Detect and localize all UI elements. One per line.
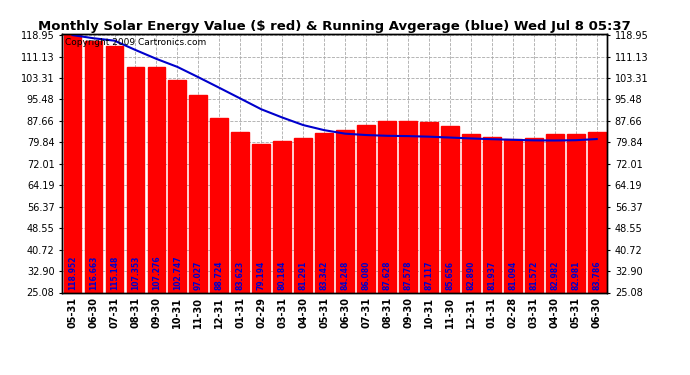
Text: 81.937: 81.937 xyxy=(487,261,496,290)
Text: 87.628: 87.628 xyxy=(382,261,391,290)
Bar xyxy=(231,132,249,292)
Title: Monthly Solar Energy Value ($ red) & Running Avgerage (blue) Wed Jul 8 05:37: Monthly Solar Energy Value ($ red) & Run… xyxy=(38,20,631,33)
Bar xyxy=(357,125,375,292)
Text: 81.291: 81.291 xyxy=(299,261,308,290)
Bar xyxy=(378,121,396,292)
Bar xyxy=(85,41,102,292)
Bar xyxy=(504,139,522,292)
Bar xyxy=(210,118,228,292)
Bar xyxy=(148,67,166,292)
Bar xyxy=(315,133,333,292)
Bar xyxy=(126,67,144,292)
Bar xyxy=(462,134,480,292)
Bar xyxy=(525,138,543,292)
Bar xyxy=(546,134,564,292)
Bar xyxy=(567,134,584,292)
Text: 107.276: 107.276 xyxy=(152,256,161,290)
Text: 82.981: 82.981 xyxy=(571,261,580,290)
Bar xyxy=(273,141,291,292)
Text: 83.786: 83.786 xyxy=(592,261,601,290)
Text: 107.353: 107.353 xyxy=(131,256,140,290)
Text: Copyright 2009 Cartronics.com: Copyright 2009 Cartronics.com xyxy=(65,38,206,46)
Bar xyxy=(106,45,124,292)
Text: 84.248: 84.248 xyxy=(341,261,350,290)
Bar xyxy=(63,35,81,292)
Bar xyxy=(336,130,354,292)
Bar xyxy=(190,95,207,292)
Text: 115.148: 115.148 xyxy=(110,256,119,290)
Bar xyxy=(295,138,312,292)
Text: 81.572: 81.572 xyxy=(529,261,538,290)
Text: 118.952: 118.952 xyxy=(68,256,77,290)
Text: 86.080: 86.080 xyxy=(362,261,371,290)
Text: 88.724: 88.724 xyxy=(215,261,224,290)
Bar xyxy=(399,121,417,292)
Text: 82.982: 82.982 xyxy=(551,261,560,290)
Bar xyxy=(168,80,186,292)
Text: 87.117: 87.117 xyxy=(424,261,433,290)
Text: 83.623: 83.623 xyxy=(236,261,245,290)
Bar xyxy=(588,132,606,292)
Text: 83.342: 83.342 xyxy=(319,261,328,290)
Text: 102.747: 102.747 xyxy=(173,256,182,290)
Bar xyxy=(441,126,459,292)
Bar xyxy=(483,136,501,292)
Text: 97.027: 97.027 xyxy=(194,261,203,290)
Text: 81.094: 81.094 xyxy=(509,261,518,290)
Text: 85.656: 85.656 xyxy=(446,261,455,290)
Text: 80.184: 80.184 xyxy=(278,261,287,290)
Text: 116.663: 116.663 xyxy=(89,256,98,290)
Text: 82.890: 82.890 xyxy=(466,261,475,290)
Bar xyxy=(420,122,438,292)
Text: 79.194: 79.194 xyxy=(257,261,266,290)
Text: 87.578: 87.578 xyxy=(404,261,413,290)
Bar xyxy=(253,144,270,292)
